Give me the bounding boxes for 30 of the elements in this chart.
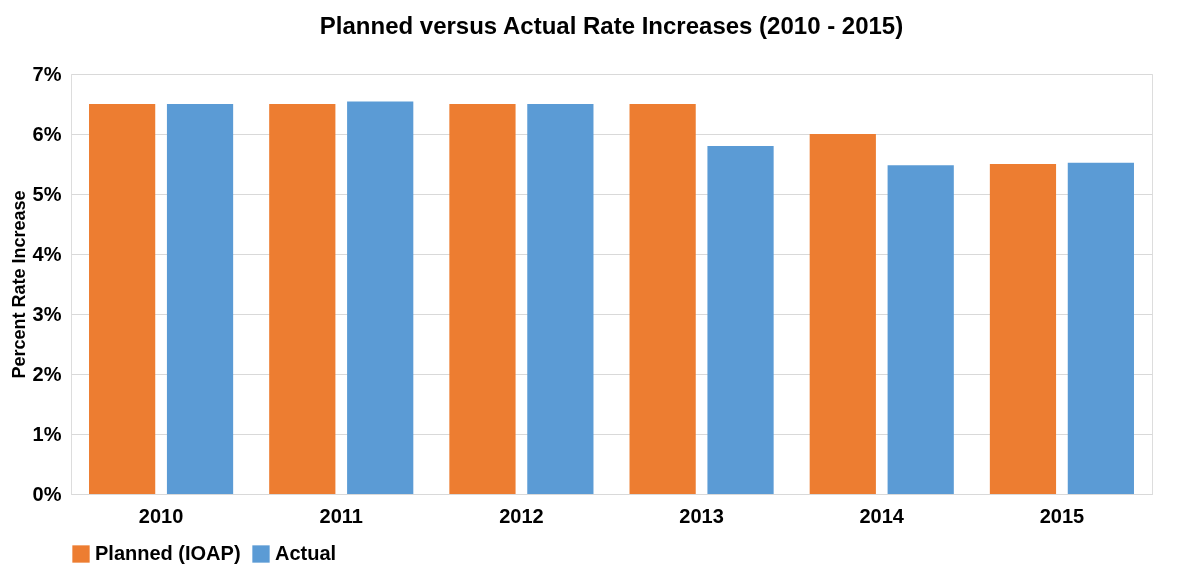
y-tick-label: 3% <box>32 302 62 325</box>
y-tick-label: 6% <box>32 122 62 145</box>
bar <box>887 165 954 494</box>
bar <box>527 104 594 494</box>
x-tick-label: 2011 <box>319 504 363 527</box>
bar <box>629 104 696 494</box>
x-tick-label: 2014 <box>859 504 905 527</box>
legend-label: Actual <box>275 542 337 564</box>
y-tick-label: 7% <box>32 62 62 85</box>
legend-label: Planned (IOAP) <box>95 542 241 564</box>
y-tick-label: 4% <box>32 242 62 265</box>
y-tick-label: 5% <box>32 182 62 205</box>
bar <box>449 104 516 494</box>
y-tick-label: 1% <box>32 422 62 445</box>
bar <box>269 104 336 494</box>
bar <box>1067 162 1134 494</box>
chart-title: Planned versus Actual Rate Increases (2010 - 2015) <box>319 12 904 39</box>
x-tick-label: 2015 <box>1039 504 1085 527</box>
y-axis-title: Percent Rate Increase <box>8 190 29 379</box>
bar <box>166 104 234 494</box>
x-tick-label: 2012 <box>499 504 544 527</box>
bar <box>89 104 156 494</box>
x-tick-label: 2013 <box>679 504 724 527</box>
bar <box>347 101 414 494</box>
y-tick-label: 2% <box>32 362 62 385</box>
y-tick-label: 0% <box>32 482 62 505</box>
bar <box>707 146 774 494</box>
bar <box>989 164 1057 494</box>
bar <box>809 134 876 494</box>
x-tick-label: 2010 <box>138 504 184 527</box>
